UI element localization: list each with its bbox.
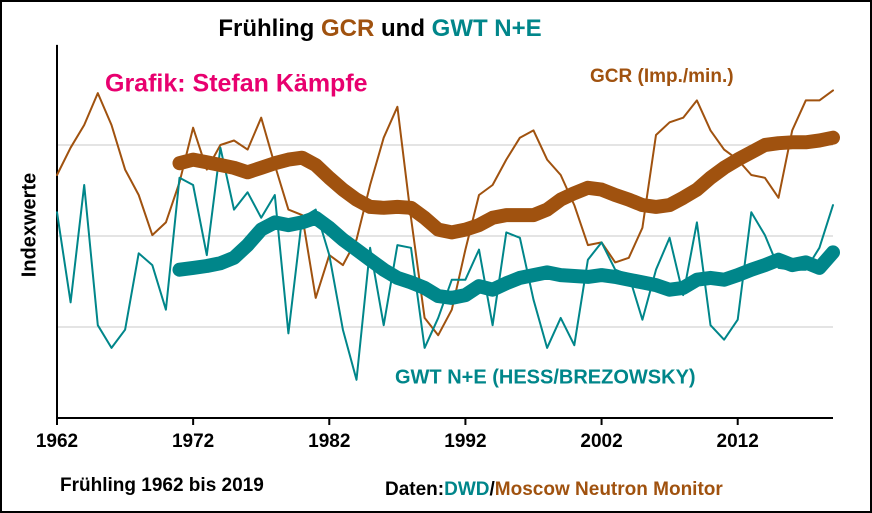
annotation: GWT N+E (HESS/BREZOWSKY) (395, 366, 696, 388)
text-part: Moscow Neutron Monitor (495, 479, 724, 500)
x-tick-label: 1982 (308, 431, 350, 452)
x-tick-label: 1992 (444, 431, 486, 452)
text-part: GCR (321, 15, 374, 42)
y-axis-label: Indexwerte (18, 173, 40, 277)
text-part: / (490, 479, 496, 500)
title-parts: Frühling GCR und GWT N+E (218, 15, 541, 42)
x-tick-label: 2012 (717, 431, 759, 452)
x-tick-label: 1962 (36, 431, 78, 452)
text-part: Frühling (218, 15, 314, 42)
text-part: GWT N+E (432, 15, 542, 42)
x-tick-label: 2002 (580, 431, 622, 452)
x-tick-label: 1972 (172, 431, 214, 452)
source-parts: Daten:DWD/Moscow Neutron Monitor (385, 479, 723, 500)
x-axis-label: Frühling 1962 bis 2019 (60, 475, 264, 496)
series-line (172, 130, 840, 240)
annotation: Grafik: Stefan Kämpfe (105, 70, 368, 98)
text-part: Daten: (385, 479, 444, 500)
text-part: und (381, 15, 425, 42)
series-line (172, 210, 840, 305)
annotation: GCR (Imp./min.) (590, 66, 734, 87)
text-part: DWD (444, 479, 489, 500)
